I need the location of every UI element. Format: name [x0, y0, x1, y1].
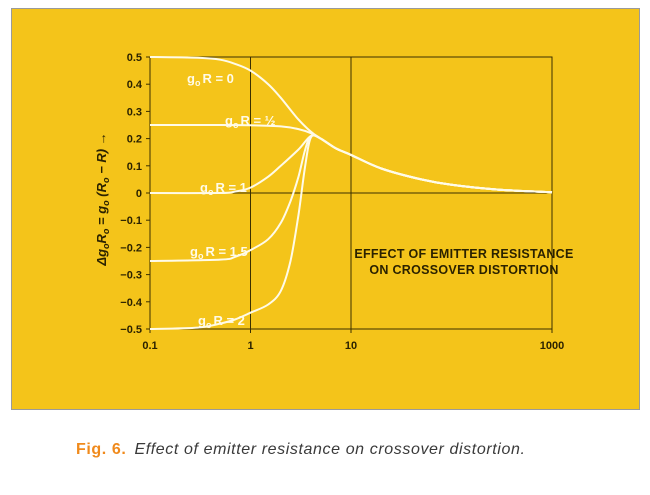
- annotation-line: ON CROSSOVER DISTORTION: [369, 263, 558, 277]
- series-labels: go R = 0 go R = ½ go R = 1 go R = 1.5 go R = 2: [187, 71, 276, 330]
- series-line: [149, 134, 553, 330]
- y-tick-label: 0: [136, 188, 142, 200]
- y-tick-label: 0.3: [127, 106, 142, 118]
- y-tick-label: −0.1: [120, 215, 142, 227]
- y-tick-label: −0.5: [120, 324, 142, 336]
- series-label: go R = 1.5: [190, 244, 248, 261]
- x-tick-label: 0.1: [142, 340, 157, 352]
- y-tick-label: 0.2: [127, 134, 142, 146]
- axes: [146, 56, 553, 333]
- series-lines: [149, 56, 553, 330]
- annotation-line: EFFECT OF EMITTER RESISTANCE: [354, 247, 573, 261]
- series-label: go R = 2: [198, 313, 245, 330]
- y-tick-label: 0.5: [127, 52, 142, 64]
- caption-label: Fig. 6.: [76, 441, 127, 458]
- series-label: go R = 0: [187, 71, 234, 88]
- series-label: go R = 1: [200, 180, 247, 197]
- x-tick-label: 10: [345, 340, 357, 352]
- y-tick-label: −0.4: [120, 297, 143, 309]
- tick-labels: 0.50.40.30.20.10−0.1−0.2−0.3−0.4−0.50.1 1…: [120, 52, 564, 352]
- x-tick-label: 1000: [540, 340, 564, 352]
- figure-caption: Fig. 6. Effect of emitter resistance on c…: [76, 437, 636, 463]
- chart: go R = 0 go R = ½ go R = 1 go R = 1.5 go R = 2 0.…: [94, 52, 573, 352]
- figure-frame: go R = 0 go R = ½ go R = 1 go R = 1.5 go R = 2 0.…: [11, 8, 640, 410]
- series-label: go R = ½: [225, 113, 276, 130]
- chart-annotation: EFFECT OF EMITTER RESISTANCE ON CROSSOVER…: [354, 247, 573, 277]
- y-tick-label: 0.4: [127, 79, 143, 91]
- y-tick-label: −0.2: [120, 242, 142, 254]
- x-tick-label: 1: [247, 340, 253, 352]
- caption-text: Effect of emitter resistance on crossove…: [134, 441, 526, 458]
- y-tick-label: 0.1: [127, 161, 142, 173]
- y-axis-label: ΔgoRo = go (Ro − R) →: [94, 132, 111, 266]
- y-tick-label: −0.3: [120, 270, 142, 282]
